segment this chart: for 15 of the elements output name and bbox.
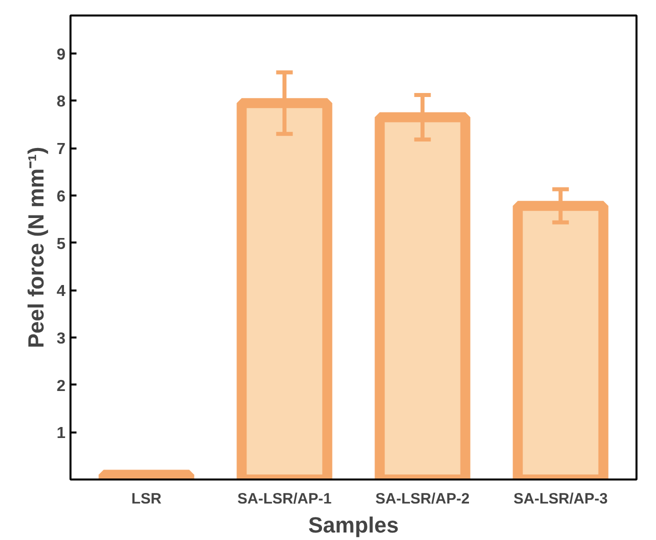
x-axis-title: Samples — [308, 512, 399, 538]
x-tick-label: LSR — [131, 490, 162, 508]
y-tick-label: 5 — [56, 236, 66, 253]
y-axis-title: Peel force (N mm⁻¹) — [24, 146, 49, 348]
y-tick-label: 1 — [56, 425, 66, 442]
y-tick-label: 7 — [56, 141, 66, 158]
y-tick-label: 6 — [56, 188, 66, 206]
y-tick-label: 3 — [56, 330, 66, 348]
x-tick-label: SA-LSR/AP-2 — [375, 490, 470, 508]
y-tick-label: 9 — [56, 46, 66, 64]
y-tick-label: 2 — [56, 378, 66, 395]
x-tick-label: SA-LSR/AP-3 — [513, 490, 608, 508]
y-tick-label: 4 — [56, 283, 66, 300]
x-tick-label: SA-LSR/AP-1 — [237, 490, 332, 508]
y-tick-label: 8 — [56, 94, 66, 111]
